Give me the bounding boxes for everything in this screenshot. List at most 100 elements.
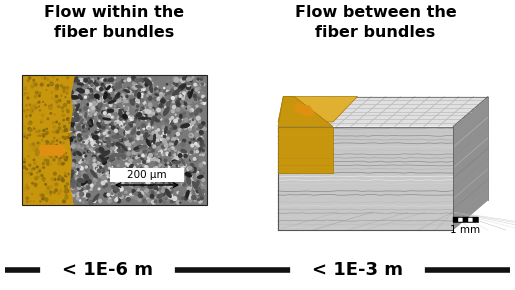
Circle shape [189,198,191,200]
Circle shape [88,110,90,111]
Circle shape [152,131,155,135]
Circle shape [103,143,105,145]
Circle shape [133,189,136,192]
Circle shape [36,171,39,173]
Circle shape [141,112,142,113]
Circle shape [141,81,142,83]
Circle shape [201,95,204,98]
Ellipse shape [145,82,148,86]
Circle shape [89,92,92,96]
Circle shape [157,77,158,78]
Circle shape [141,79,144,82]
Circle shape [102,176,104,178]
Circle shape [106,138,108,139]
Circle shape [122,110,124,112]
Circle shape [87,199,88,200]
Circle shape [162,202,163,203]
Circle shape [70,112,73,115]
Circle shape [53,186,56,189]
Circle shape [55,137,59,141]
Circle shape [42,146,45,148]
Circle shape [44,102,45,104]
Circle shape [189,133,193,137]
Circle shape [32,182,33,184]
Circle shape [159,152,160,154]
Circle shape [133,118,136,121]
Circle shape [24,172,27,175]
Ellipse shape [70,181,77,185]
Circle shape [167,102,170,104]
Circle shape [61,86,62,87]
Circle shape [87,146,89,148]
Circle shape [196,191,199,194]
Circle shape [162,186,165,189]
Circle shape [182,157,184,158]
Circle shape [60,189,62,191]
Circle shape [130,131,133,135]
Circle shape [90,188,92,190]
Circle shape [185,78,188,80]
Circle shape [149,86,153,89]
Circle shape [133,90,136,93]
Circle shape [190,88,192,90]
Circle shape [203,172,204,173]
Circle shape [53,175,54,177]
Circle shape [62,193,65,195]
Circle shape [149,107,151,108]
Circle shape [175,159,178,162]
Circle shape [39,131,41,133]
Circle shape [26,155,28,157]
Circle shape [143,128,145,130]
Circle shape [61,179,64,182]
Circle shape [62,130,64,133]
Circle shape [29,177,31,179]
Circle shape [96,137,100,141]
Circle shape [34,128,35,129]
Circle shape [143,165,145,167]
Circle shape [163,153,165,155]
Circle shape [161,139,164,142]
Circle shape [142,107,144,109]
Circle shape [122,79,125,83]
Circle shape [197,110,200,113]
Circle shape [131,174,132,176]
Circle shape [53,135,57,138]
Circle shape [104,79,107,81]
Circle shape [200,82,202,84]
Circle shape [161,181,164,184]
Circle shape [145,161,147,163]
Circle shape [148,79,150,82]
Circle shape [32,143,35,146]
Circle shape [111,110,113,112]
Circle shape [38,162,39,164]
Circle shape [138,115,142,119]
Circle shape [150,96,152,98]
Circle shape [43,198,45,200]
Circle shape [62,163,64,165]
Circle shape [98,117,99,119]
Ellipse shape [71,119,78,122]
Circle shape [71,155,74,159]
Circle shape [165,193,166,194]
Circle shape [195,147,197,149]
Circle shape [196,108,197,109]
Circle shape [24,87,26,90]
Circle shape [54,163,57,166]
Circle shape [35,95,37,98]
Circle shape [77,100,80,103]
Circle shape [41,175,43,176]
Circle shape [91,110,94,113]
Circle shape [74,171,78,175]
Circle shape [151,201,153,203]
Circle shape [139,148,141,151]
Circle shape [68,153,70,154]
Circle shape [118,177,121,180]
Ellipse shape [69,90,74,94]
Circle shape [54,90,56,91]
Text: < 1E-6 m: < 1E-6 m [61,261,152,279]
Circle shape [43,98,44,99]
Circle shape [114,106,115,107]
Circle shape [42,133,45,136]
Circle shape [117,82,119,84]
Circle shape [88,180,90,181]
